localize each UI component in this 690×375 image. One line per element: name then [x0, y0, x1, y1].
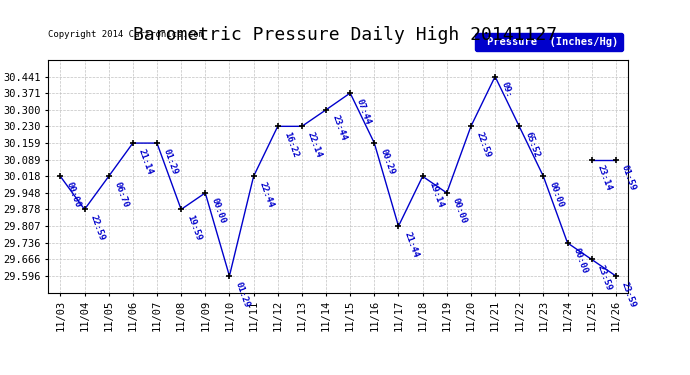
Text: 09:: 09: [500, 81, 513, 99]
Text: Copyright 2014 Cartronics.com: Copyright 2014 Cartronics.com [48, 30, 204, 39]
Text: 06:70: 06:70 [113, 180, 130, 209]
Text: 22:59: 22:59 [475, 130, 493, 159]
Text: 00:00: 00:00 [451, 197, 469, 225]
Text: 00:00: 00:00 [210, 197, 227, 225]
Text: 00:00: 00:00 [572, 247, 589, 275]
Text: 23:44: 23:44 [331, 114, 348, 142]
Text: 00:29: 00:29 [379, 147, 396, 176]
Text: 00:00: 00:00 [548, 180, 565, 209]
Text: 21:14: 21:14 [137, 147, 155, 176]
Text: 01:59: 01:59 [620, 164, 638, 192]
Text: 23:14: 23:14 [596, 164, 613, 192]
Text: 01:29: 01:29 [161, 147, 179, 176]
Text: 22:44: 22:44 [258, 180, 275, 209]
Text: 21:44: 21:44 [403, 230, 420, 259]
Text: 23:59: 23:59 [596, 264, 613, 292]
Text: 16:22: 16:22 [282, 130, 299, 159]
Text: 07:44: 07:44 [355, 97, 372, 126]
Text: 19:59: 19:59 [186, 214, 203, 242]
Text: 23:59: 23:59 [620, 280, 638, 309]
Text: Barometric Pressure Daily High 20141127: Barometric Pressure Daily High 20141127 [133, 26, 557, 44]
Legend: Pressure  (Inches/Hg): Pressure (Inches/Hg) [475, 33, 622, 51]
Text: 01:29: 01:29 [234, 280, 251, 309]
Text: 22:14: 22:14 [306, 130, 324, 159]
Text: 65:52: 65:52 [524, 130, 541, 159]
Text: 22:59: 22:59 [89, 214, 106, 242]
Text: 19:14: 19:14 [427, 180, 444, 209]
Text: 00:00: 00:00 [65, 180, 82, 209]
